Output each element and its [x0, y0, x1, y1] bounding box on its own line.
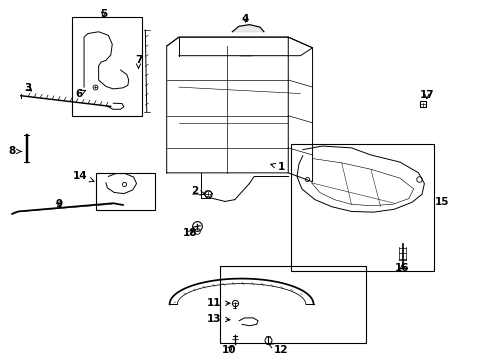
Text: 6: 6	[75, 89, 85, 99]
Text: 16: 16	[394, 262, 409, 273]
Text: 13: 13	[206, 314, 229, 324]
Text: 5: 5	[100, 9, 107, 19]
Bar	[220, 266, 366, 342]
Bar	[96, 173, 154, 210]
Text: 17: 17	[419, 90, 433, 100]
Text: 4: 4	[241, 14, 249, 24]
Text: 2: 2	[191, 186, 204, 197]
Polygon shape	[232, 24, 264, 32]
Text: 18: 18	[183, 228, 197, 238]
Text: 15: 15	[434, 197, 448, 207]
Text: 7: 7	[135, 55, 142, 68]
Text: 12: 12	[268, 344, 287, 355]
Text: 11: 11	[206, 298, 229, 308]
Text: 8: 8	[9, 147, 21, 157]
Text: 1: 1	[270, 162, 284, 172]
Text: 14: 14	[73, 171, 94, 182]
Text: 3: 3	[25, 83, 32, 93]
Bar	[290, 144, 433, 271]
Bar	[72, 18, 142, 116]
Text: 10: 10	[221, 345, 236, 355]
Text: 9: 9	[56, 199, 63, 209]
